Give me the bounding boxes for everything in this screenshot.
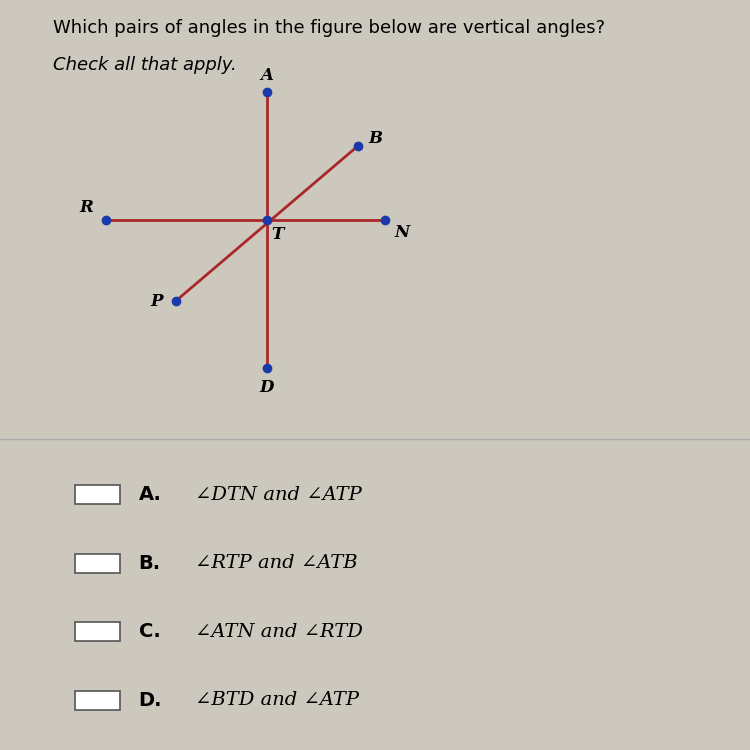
Text: R: R bbox=[80, 199, 94, 216]
Text: N: N bbox=[394, 224, 410, 242]
Text: P: P bbox=[150, 292, 163, 310]
FancyBboxPatch shape bbox=[75, 485, 120, 504]
Text: B.: B. bbox=[139, 554, 160, 573]
Text: D.: D. bbox=[139, 691, 162, 709]
Text: A.: A. bbox=[139, 485, 162, 504]
Text: B: B bbox=[368, 130, 382, 146]
Text: ∠BTD and ∠ATP: ∠BTD and ∠ATP bbox=[195, 692, 359, 709]
FancyBboxPatch shape bbox=[75, 622, 120, 641]
Text: Check all that apply.: Check all that apply. bbox=[53, 56, 236, 74]
Text: D: D bbox=[260, 379, 274, 395]
Text: C.: C. bbox=[139, 622, 160, 641]
Text: ∠ATN and ∠RTD: ∠ATN and ∠RTD bbox=[195, 622, 363, 640]
FancyBboxPatch shape bbox=[75, 554, 120, 572]
Text: ∠RTP and ∠ATB: ∠RTP and ∠ATB bbox=[195, 554, 358, 572]
Text: ∠DTN and ∠ATP: ∠DTN and ∠ATP bbox=[195, 486, 362, 504]
Text: A: A bbox=[260, 68, 273, 84]
Text: Which pairs of angles in the figure below are vertical angles?: Which pairs of angles in the figure belo… bbox=[53, 19, 604, 37]
FancyBboxPatch shape bbox=[75, 691, 120, 709]
Text: T: T bbox=[272, 226, 284, 244]
